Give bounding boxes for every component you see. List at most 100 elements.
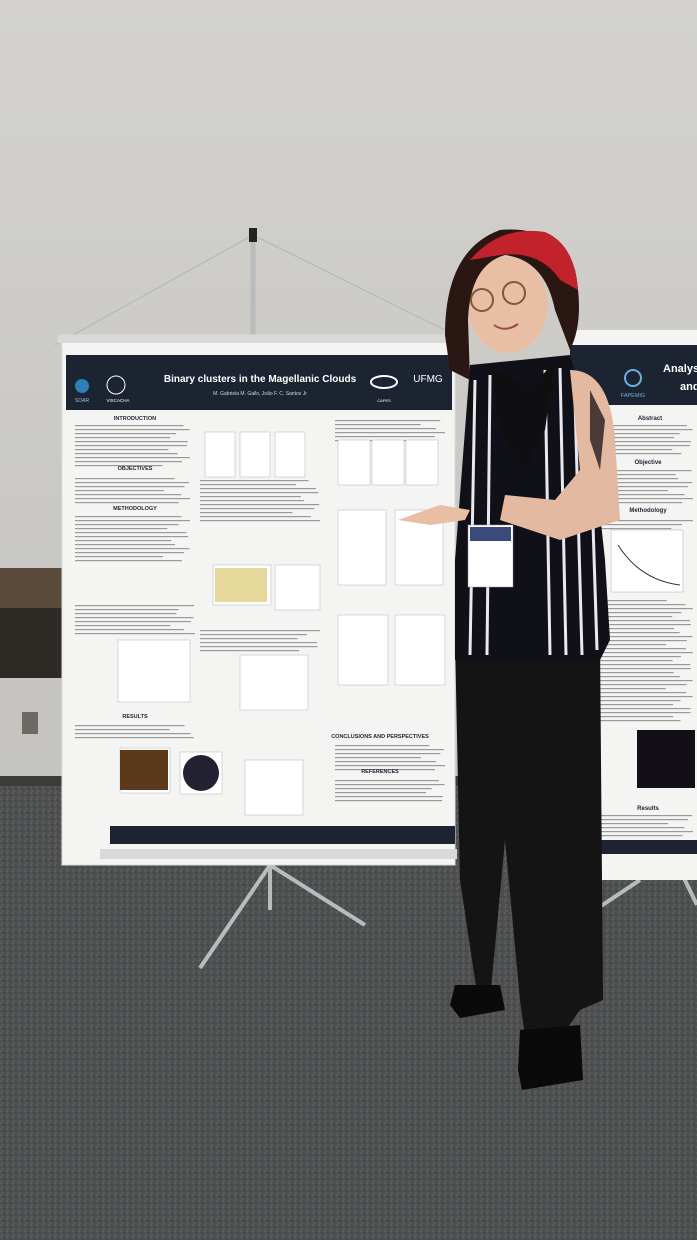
person [398, 229, 620, 1090]
text-line [583, 502, 683, 504]
text-line [335, 792, 427, 794]
poster-header [66, 355, 452, 410]
text-line [75, 733, 191, 735]
poster-footer [110, 826, 455, 844]
text-line [200, 480, 309, 482]
text-line [583, 490, 668, 492]
text-line [583, 648, 686, 650]
text-line [200, 496, 301, 498]
poster-figure [394, 614, 446, 686]
text-line [583, 498, 693, 500]
text-line [200, 512, 293, 514]
section-heading: Objective [634, 460, 662, 466]
stand-top [249, 228, 257, 242]
text-line [200, 492, 319, 494]
logo: VISCACHA [106, 398, 129, 403]
text-line [75, 433, 177, 435]
text-line [75, 449, 169, 451]
text-line [75, 490, 164, 492]
text-line [583, 616, 673, 618]
logo-icon [624, 369, 642, 387]
text-line [75, 605, 195, 607]
text-line [75, 478, 175, 480]
poster-figure [337, 439, 371, 486]
text-line [75, 560, 182, 562]
text-line [200, 488, 317, 490]
text-line [200, 520, 320, 522]
text-line [583, 716, 674, 718]
text-line [583, 668, 691, 670]
logo-icon [370, 375, 398, 389]
text-line [583, 692, 687, 694]
text-line [75, 524, 179, 526]
text-line [583, 700, 681, 702]
text-line [75, 494, 182, 496]
figure-image [215, 568, 267, 602]
text-line [583, 636, 693, 638]
text-line [75, 457, 190, 459]
poster-figure [371, 439, 405, 486]
text-line [583, 528, 672, 530]
text-line [583, 704, 674, 706]
section-heading: Abstract [638, 416, 662, 422]
text-line [583, 474, 676, 476]
text-line [583, 437, 675, 439]
text-line [583, 425, 687, 427]
text-line [335, 769, 436, 771]
text-line [75, 609, 179, 611]
text-line [583, 831, 693, 833]
text-line [335, 432, 445, 434]
text-line [200, 630, 320, 632]
text-line [75, 725, 185, 727]
text-line [583, 429, 693, 431]
text-line [75, 461, 183, 463]
text-line [75, 621, 191, 623]
text-line [583, 628, 675, 630]
text-line [200, 508, 315, 510]
logo: UFMG [413, 374, 443, 385]
text-line [200, 500, 305, 502]
text-line [583, 433, 680, 435]
poster-figure [337, 614, 389, 686]
text-line [335, 761, 436, 763]
text-line [583, 835, 683, 837]
text-line [75, 617, 194, 619]
text-line [583, 688, 666, 690]
text-line [75, 548, 190, 550]
text-line [583, 684, 687, 686]
text-line [583, 441, 691, 443]
text-line [583, 612, 682, 614]
logo-icon [75, 379, 89, 393]
poster-figure [117, 639, 191, 703]
text-line [75, 437, 171, 439]
text-line [335, 745, 430, 747]
text-line [200, 650, 300, 652]
text-line [583, 624, 691, 626]
text-line [75, 445, 187, 447]
section-heading: CONCLUSIONS AND PERSPECTIVES [331, 734, 429, 740]
text-line [200, 642, 317, 644]
text-line [75, 536, 189, 538]
text-line [75, 482, 190, 484]
section-heading: METHODOLOGY [113, 506, 157, 512]
text-line [75, 552, 185, 554]
text-line [583, 453, 682, 455]
text-line [335, 424, 421, 426]
text-line [75, 528, 168, 530]
poster-authors: M. Gabriela M. Gallo, João F. C. Santos … [213, 391, 307, 397]
text-line [75, 729, 170, 731]
text-line [75, 629, 184, 631]
text-line [583, 486, 688, 488]
text-line [200, 634, 307, 636]
text-line [75, 544, 176, 546]
text-line [75, 425, 184, 427]
poster-figure [239, 654, 309, 711]
section-heading: Methodology [629, 508, 667, 514]
logo-icon [106, 375, 126, 395]
text-line [583, 819, 688, 821]
poster-figure [274, 431, 306, 478]
text-line [75, 613, 177, 615]
text-line [335, 800, 443, 802]
